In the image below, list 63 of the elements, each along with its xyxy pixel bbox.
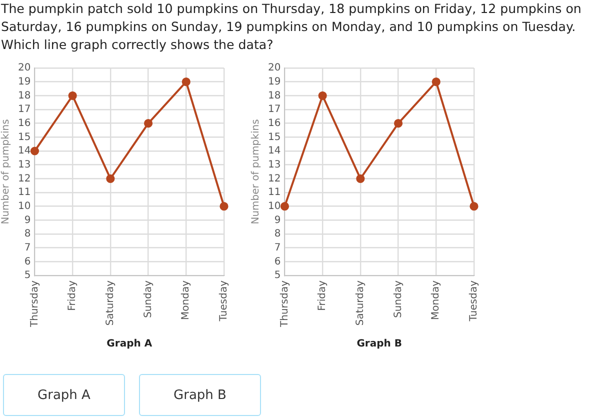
y-tick-label: 16 xyxy=(18,118,31,129)
y-tick-label: 13 xyxy=(268,159,281,170)
y-tick-label: 18 xyxy=(268,90,281,102)
point xyxy=(470,202,478,211)
y-tick-label: 7 xyxy=(24,242,31,254)
y-tick-label: 7 xyxy=(274,242,281,254)
point xyxy=(220,202,228,211)
point xyxy=(30,146,40,156)
y-tick-label: 19 xyxy=(18,76,31,88)
point xyxy=(394,119,403,128)
point xyxy=(318,91,327,100)
point xyxy=(106,174,115,183)
y-tick-label: 11 xyxy=(18,187,31,198)
x-tick-label: Saturday xyxy=(355,280,366,326)
y-tick-label: 12 xyxy=(268,173,281,184)
x-tick-label: Monday xyxy=(430,280,442,320)
y-tick-label: 20 xyxy=(268,62,281,74)
y-tick-label: 5 xyxy=(24,270,31,282)
y-axis-title: Number of pumpkins xyxy=(250,119,262,224)
y-axis-title: Number of pumpkins xyxy=(0,119,12,224)
x-axis-title: Graph A xyxy=(106,338,152,350)
y-tick-label: 19 xyxy=(268,76,281,88)
y-tick-label: 14 xyxy=(18,146,31,157)
y-tick-label: 10 xyxy=(18,200,31,212)
y-tick-label: 13 xyxy=(18,159,31,170)
x-tick-label: Monday xyxy=(180,280,192,320)
y-tick-label: 12 xyxy=(18,173,31,184)
x-tick-label: Sunday xyxy=(392,280,404,318)
y-tick-label: 17 xyxy=(18,104,31,116)
y-tick-label: 8 xyxy=(274,228,281,240)
y-tick-label: 11 xyxy=(268,187,281,198)
y-tick-label: 8 xyxy=(24,228,31,240)
y-tick-label: 9 xyxy=(274,214,281,226)
answer-button[interactable]: Graph A xyxy=(3,374,125,416)
answer-button[interactable]: Graph B xyxy=(139,374,261,416)
y-tick-label: 17 xyxy=(268,104,281,116)
x-tick-label: Tuesday xyxy=(218,280,230,322)
x-tick-label: Friday xyxy=(317,280,328,311)
x-axis-title: Graph B xyxy=(356,338,402,350)
y-tick-label: 18 xyxy=(18,90,31,102)
y-tick-label: 10 xyxy=(268,200,281,212)
point xyxy=(432,78,440,86)
x-tick-label: Friday xyxy=(67,280,78,311)
y-tick-label: 16 xyxy=(268,118,281,129)
text: The pumpkin patch sold 10 pumpkins on Thursday, 18 pumpkins on Friday, 12 pumpkins on Saturday, 16 pumpkins on Sunday, 19 pumpkins on Monday, and 10 pumpkins on Tuesday. Which line graph correctly shows the data? xyxy=(0,0,582,54)
point xyxy=(182,78,190,86)
point xyxy=(68,91,77,100)
y-tick-label: 6 xyxy=(24,256,31,268)
point xyxy=(144,119,153,128)
y-tick-label: 15 xyxy=(18,132,31,143)
x-tick-label: Thursday xyxy=(29,280,40,328)
x-tick-label: Thursday xyxy=(279,280,290,328)
point xyxy=(280,202,290,211)
x-tick-label: Sunday xyxy=(142,280,154,318)
y-tick-label: 15 xyxy=(268,132,281,143)
x-tick-label: Tuesday xyxy=(468,280,480,322)
y-tick-label: 5 xyxy=(274,270,281,282)
y-tick-label: 9 xyxy=(24,214,31,226)
x-tick-label: Saturday xyxy=(105,280,116,326)
y-tick-label: 14 xyxy=(268,146,281,157)
y-tick-label: 20 xyxy=(18,62,31,74)
y-tick-label: 6 xyxy=(274,256,281,268)
point xyxy=(356,174,365,183)
